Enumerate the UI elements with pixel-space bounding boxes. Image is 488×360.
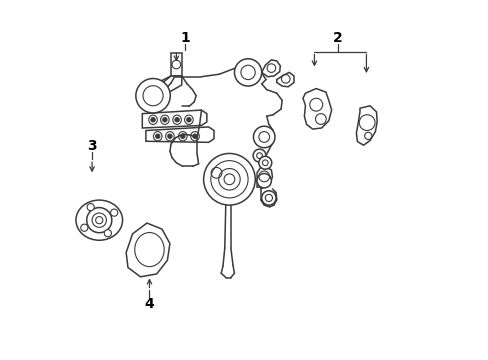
Circle shape <box>163 118 167 122</box>
Circle shape <box>86 208 112 233</box>
Polygon shape <box>142 76 182 101</box>
Circle shape <box>253 126 274 148</box>
Polygon shape <box>142 110 206 128</box>
Circle shape <box>155 134 160 138</box>
Polygon shape <box>261 60 280 77</box>
Polygon shape <box>276 72 293 87</box>
Polygon shape <box>257 166 272 187</box>
Ellipse shape <box>76 200 122 240</box>
Circle shape <box>175 118 179 122</box>
Circle shape <box>167 134 172 138</box>
Circle shape <box>257 174 271 188</box>
Circle shape <box>110 209 118 216</box>
Polygon shape <box>145 127 214 142</box>
Circle shape <box>192 134 197 138</box>
Circle shape <box>253 149 265 162</box>
Circle shape <box>186 118 191 122</box>
Polygon shape <box>303 89 331 129</box>
Circle shape <box>104 230 111 237</box>
Circle shape <box>81 224 88 231</box>
Circle shape <box>203 153 255 205</box>
Text: 4: 4 <box>144 297 154 311</box>
Ellipse shape <box>135 233 164 267</box>
Polygon shape <box>208 163 223 183</box>
Circle shape <box>180 134 184 138</box>
Polygon shape <box>126 223 169 277</box>
Circle shape <box>136 78 170 113</box>
Circle shape <box>87 203 94 211</box>
Polygon shape <box>171 53 182 76</box>
Circle shape <box>261 191 276 205</box>
Text: 3: 3 <box>87 139 97 153</box>
Circle shape <box>258 156 271 169</box>
Circle shape <box>151 118 155 122</box>
Polygon shape <box>356 106 376 145</box>
Circle shape <box>234 59 261 86</box>
Text: 1: 1 <box>180 31 190 45</box>
Text: 2: 2 <box>332 31 342 45</box>
